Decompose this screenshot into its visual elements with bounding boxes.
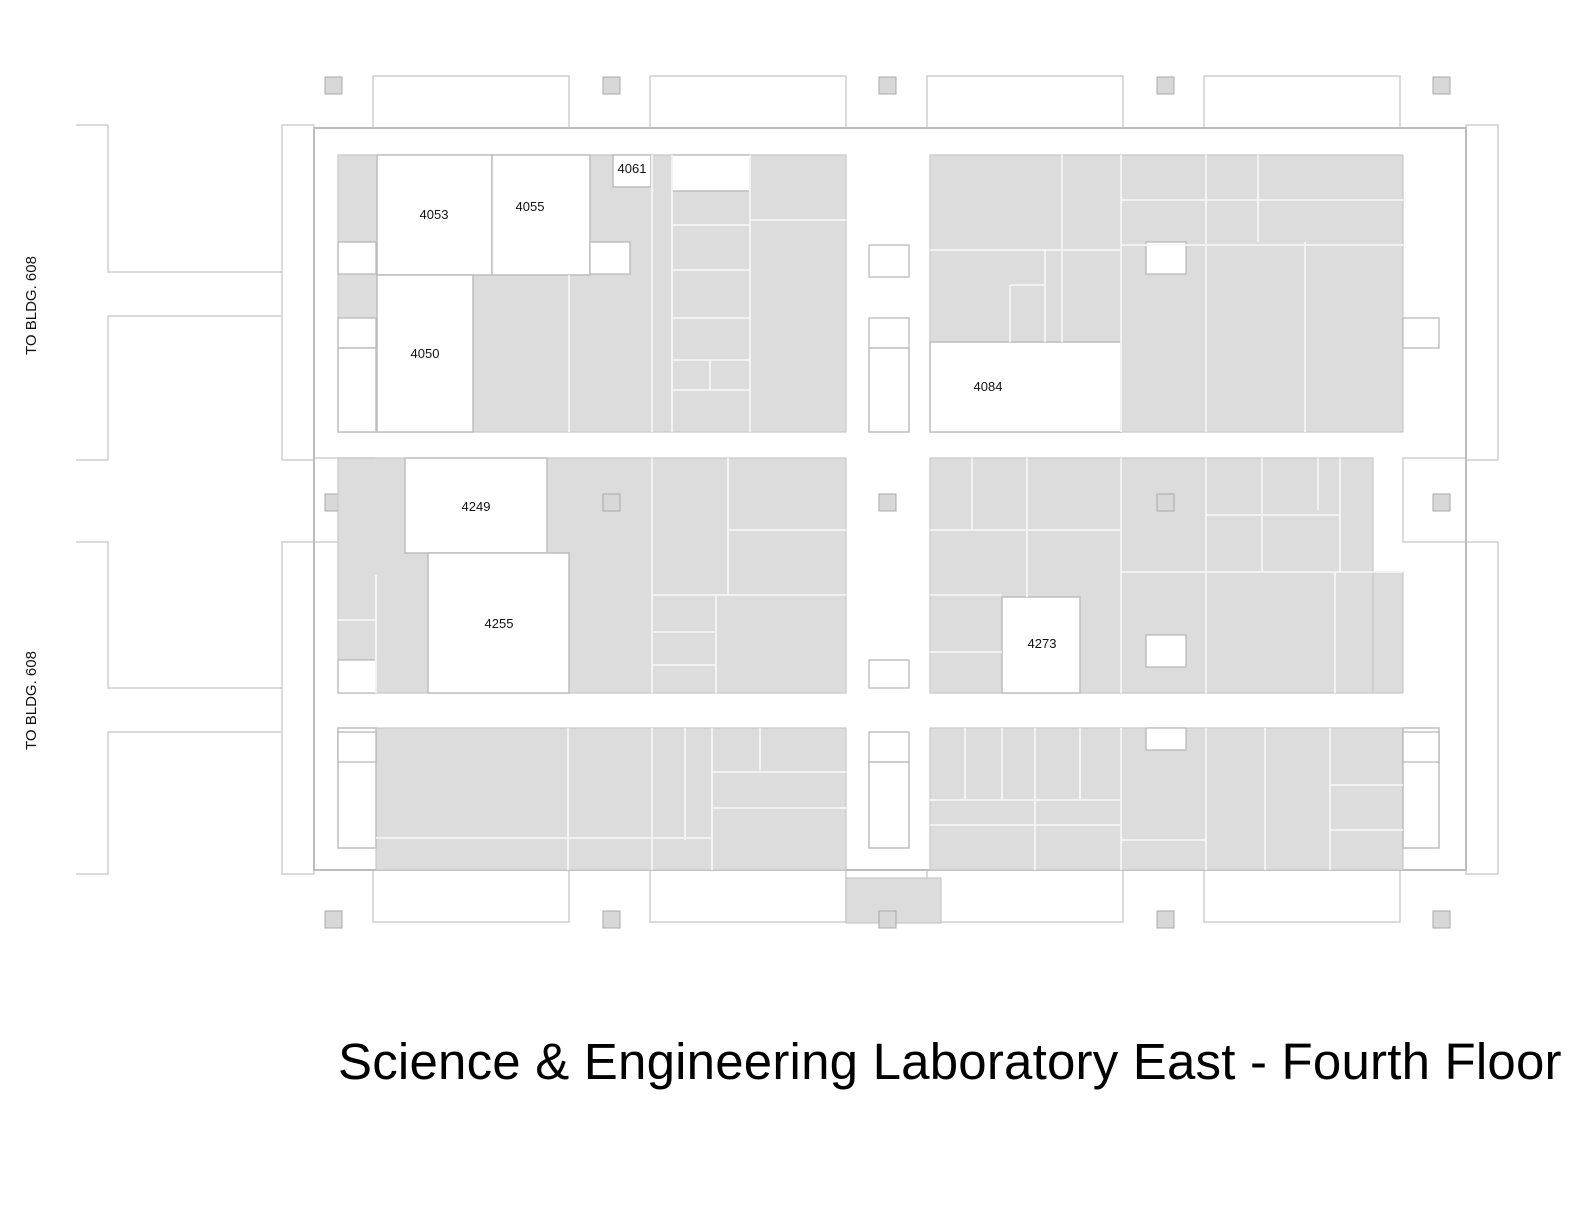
room-4273-label: 4273 <box>1028 636 1057 651</box>
room-4055-label: 4055 <box>516 199 545 214</box>
room-4053-label: 4053 <box>420 207 449 222</box>
room-4061-label: 4061 <box>618 161 647 176</box>
room-labels: 4053 4055 4061 4050 4084 4249 4255 4273 <box>411 161 1057 651</box>
page-title: Science & Engineering Laboratory East - … <box>338 1033 1562 1090</box>
room-4255-label: 4255 <box>485 616 514 631</box>
connector-label-north: TO BLDG. 608 <box>23 256 40 355</box>
block-middle-west <box>337 457 847 694</box>
building-shell <box>76 75 1499 923</box>
exterior-columns <box>324 76 1451 929</box>
block-north-west <box>337 154 847 433</box>
block-middle-east <box>929 457 1404 694</box>
connector-label-south: TO BLDG. 608 <box>23 651 40 750</box>
room-4050-label: 4050 <box>411 346 440 361</box>
central-core <box>845 244 942 929</box>
block-south-east <box>929 727 1440 871</box>
room-4084-label: 4084 <box>974 379 1003 394</box>
room-4249-label: 4249 <box>462 499 491 514</box>
block-north-east <box>929 154 1440 433</box>
block-south-west <box>337 727 847 871</box>
